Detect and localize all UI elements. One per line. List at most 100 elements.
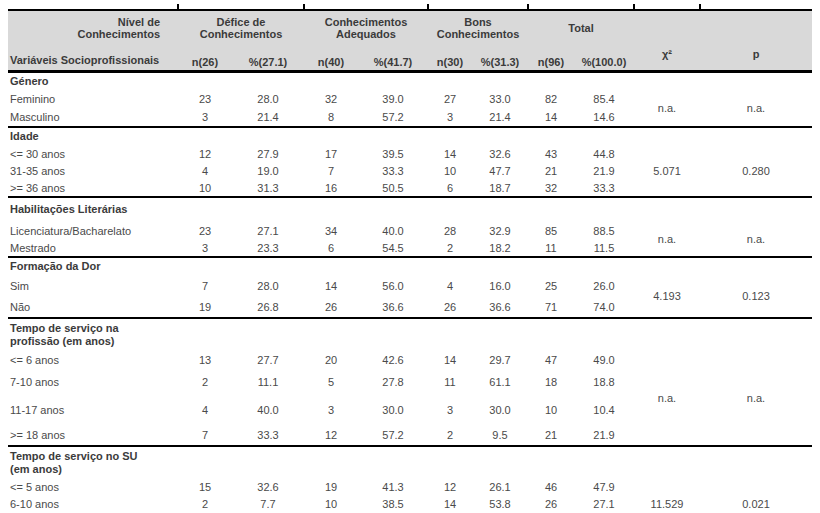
row-label: Não: [8, 296, 178, 317]
section-title: Tempo de serviço no SU (em anos): [8, 447, 812, 478]
cell-value: 14: [428, 495, 472, 512]
chi2-value: n.a.: [634, 90, 700, 126]
cell-value: 26: [304, 296, 358, 317]
cell-value: 19: [178, 296, 232, 317]
cell-value: 33.3: [232, 425, 304, 445]
cell-value: 14: [304, 275, 358, 296]
cell-value: 21: [528, 162, 574, 179]
cell-value: 11.1: [232, 369, 304, 394]
cell-value: 47: [528, 350, 574, 369]
cell-value: 56.0: [358, 275, 428, 296]
cell-value: 30.0: [358, 394, 428, 425]
cell-value: 49.0: [574, 350, 634, 369]
cell-value: 16.0: [472, 275, 528, 296]
cell-value: 32: [528, 179, 574, 196]
cell-value: 21.4: [232, 108, 304, 126]
cell-value: 10: [528, 394, 574, 425]
section-title: Idade: [8, 128, 812, 145]
header-row-label: Variáveis Socioprofissionais: [8, 44, 178, 70]
table-section: Idade<= 30 anos1227.91739.51432.64344.83…: [8, 128, 812, 198]
cell-value: 10: [178, 179, 232, 196]
row-label: Masculino: [8, 108, 178, 126]
table-section: Formação da DorSim728.01456.0416.02526.0…: [8, 258, 812, 319]
cell-value: 23: [178, 90, 232, 108]
table-body: GéneroFeminino2328.03239.02733.08285.4Ma…: [8, 73, 812, 513]
header-group-adequados: Conhecimentos Adequados: [304, 11, 428, 44]
section-rows: Sim728.01456.0416.02526.0Não1926.82636.6…: [8, 275, 812, 317]
cell-value: 12: [304, 425, 358, 445]
cell-value: 21.4: [472, 108, 528, 126]
row-label: 7-10 anos: [8, 369, 178, 394]
cell-value: 28: [428, 222, 472, 239]
cell-value: 40.0: [232, 394, 304, 425]
cell-value: 31.3: [232, 179, 304, 196]
header-level-label: Nível de Conhecimentos: [8, 11, 178, 44]
cell-value: 3: [178, 108, 232, 126]
section-rows: <= 6 anos1327.72042.61429.74749.07-10 an…: [8, 350, 812, 445]
cell-value: 3: [428, 108, 472, 126]
table-header: Nível de Conhecimentos Défice de Conheci…: [8, 9, 812, 73]
header-group-total: Total: [528, 11, 634, 44]
cell-value: 39.5: [358, 145, 428, 162]
header-group-defice: Défice de Conhecimentos: [178, 11, 304, 44]
cell-value: 11: [428, 369, 472, 394]
header-sub-pct3: % (100.0): [574, 44, 634, 70]
header-sub-n0: n (26): [178, 44, 232, 70]
p-value: n.a.: [700, 350, 812, 445]
column-tick: [427, 4, 429, 9]
chi2-value: 4.193: [634, 275, 700, 317]
cell-value: 9.5: [472, 425, 528, 445]
cell-value: 47.7: [472, 162, 528, 179]
header-p-value: p: [700, 11, 812, 70]
cell-value: 4: [428, 275, 472, 296]
cell-value: 2: [428, 239, 472, 256]
section-title: Género: [8, 73, 812, 90]
cell-value: 2: [178, 369, 232, 394]
cell-value: 3: [428, 394, 472, 425]
cell-value: 3: [178, 239, 232, 256]
p-value: 0.280: [700, 145, 812, 196]
row-label: 11-17 anos: [8, 394, 178, 425]
cell-value: 32: [304, 90, 358, 108]
cell-value: 33.0: [472, 90, 528, 108]
cell-value: 85.4: [574, 90, 634, 108]
cell-value: 71: [528, 296, 574, 317]
p-value: n.a.: [700, 90, 812, 126]
cell-value: 15: [178, 478, 232, 495]
column-tick: [633, 4, 635, 9]
cell-value: 13: [178, 350, 232, 369]
cell-value: 14: [428, 145, 472, 162]
cell-value: 30.0: [472, 394, 528, 425]
cell-value: 8: [304, 108, 358, 126]
chi2-value: n.a.: [634, 350, 700, 445]
cell-value: 27.1: [574, 495, 634, 512]
cell-value: 28.0: [232, 275, 304, 296]
section-title: Tempo de serviço na profissão (em anos): [8, 319, 812, 350]
cell-value: 85: [528, 222, 574, 239]
chi2-value: 5.071: [634, 145, 700, 196]
cell-value: 27.8: [358, 369, 428, 394]
section-title: Habilitações Literárias: [8, 198, 812, 222]
table-section: GéneroFeminino2328.03239.02733.08285.4Ma…: [8, 73, 812, 128]
table-section: Tempo de serviço na profissão (em anos)<…: [8, 319, 812, 447]
cell-value: 28.0: [232, 90, 304, 108]
header-sub-pct1: % (41.7): [358, 44, 428, 70]
cell-value: 40.0: [358, 222, 428, 239]
cell-value: 88.5: [574, 222, 634, 239]
chi2-value: 11.529: [634, 478, 700, 513]
column-tick: [303, 4, 305, 9]
column-tick: [527, 4, 529, 9]
header-sub-n3: n (96): [528, 44, 574, 70]
cell-value: 26.8: [232, 296, 304, 317]
cell-value: 32.9: [472, 222, 528, 239]
cell-value: 39.0: [358, 90, 428, 108]
row-label: 31-35 anos: [8, 162, 178, 179]
cell-value: 27: [428, 90, 472, 108]
cell-value: 17: [304, 145, 358, 162]
header-sub-pct0: % (27.1): [232, 44, 304, 70]
cell-value: 10: [428, 162, 472, 179]
row-label: <= 6 anos: [8, 350, 178, 369]
row-label: 6-10 anos: [8, 495, 178, 512]
cell-value: 21.9: [574, 162, 634, 179]
header-group-bons: Bons Conhecimentos: [428, 11, 528, 44]
